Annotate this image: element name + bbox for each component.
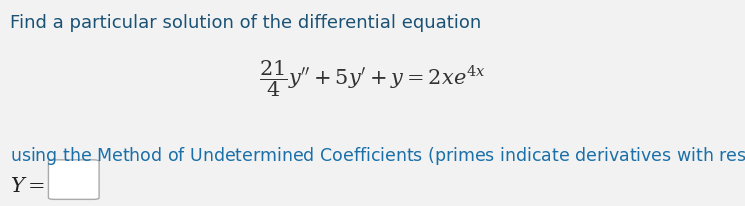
Text: using the Method of Undetermined Coefficients (primes indicate derivatives with : using the Method of Undetermined Coeffic…	[10, 144, 745, 166]
Text: Find a particular solution of the differential equation: Find a particular solution of the differ…	[10, 14, 481, 32]
Text: $\dfrac{21}{4}y^{\prime\prime} + 5y^{\prime} + y = 2xe^{4x}$: $\dfrac{21}{4}y^{\prime\prime} + 5y^{\pr…	[259, 58, 486, 98]
FancyBboxPatch shape	[48, 160, 99, 199]
Text: $Y =$: $Y =$	[10, 176, 45, 195]
